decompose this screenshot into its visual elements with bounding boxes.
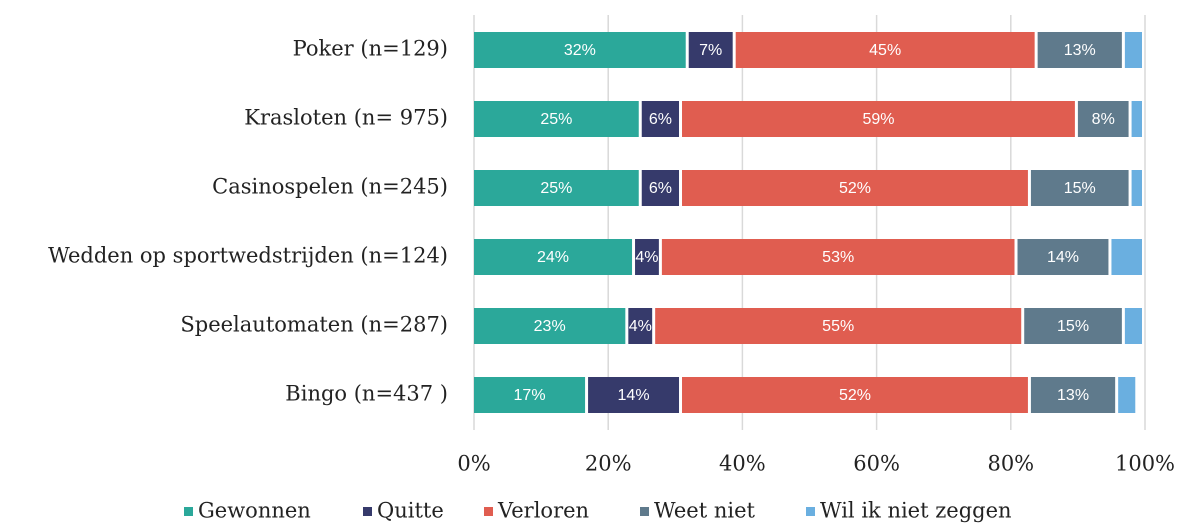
bar-segment bbox=[474, 377, 586, 413]
bar-segment bbox=[1111, 239, 1142, 275]
bar-segment bbox=[1131, 101, 1142, 137]
data-label: 4% bbox=[629, 318, 652, 335]
bar-segment bbox=[1124, 32, 1142, 68]
data-label: 25% bbox=[540, 180, 572, 197]
legend-label: Verloren bbox=[497, 499, 589, 523]
x-tick-label: 0% bbox=[457, 452, 490, 476]
data-label: 6% bbox=[649, 111, 672, 128]
category-label: Wedden op sportwedstrijden (n=124) bbox=[48, 244, 448, 268]
legend-label: Weet niet bbox=[654, 499, 756, 523]
bar-segment bbox=[1037, 32, 1122, 68]
bar-segment bbox=[474, 101, 639, 137]
bar-segment bbox=[1131, 170, 1142, 206]
bar-segment bbox=[628, 308, 653, 344]
category-label: Bingo (n=437 ) bbox=[285, 382, 448, 406]
bar-segment bbox=[688, 32, 733, 68]
bar-segment bbox=[474, 239, 633, 275]
data-label: 23% bbox=[534, 318, 566, 335]
category-label: Poker (n=129) bbox=[293, 37, 448, 61]
data-label: 24% bbox=[537, 249, 569, 266]
legend-marker bbox=[806, 507, 815, 516]
x-tick-label: 100% bbox=[1115, 452, 1175, 476]
bar-segment bbox=[474, 32, 686, 68]
category-label: Speelautomaten (n=287) bbox=[180, 313, 448, 337]
x-tick-label: 40% bbox=[719, 452, 766, 476]
data-label: 14% bbox=[618, 387, 650, 404]
bar-segment bbox=[1118, 377, 1136, 413]
legend-label: Wil ik niet zeggen bbox=[820, 499, 1012, 523]
x-tick-label: 80% bbox=[987, 452, 1034, 476]
bar-segment bbox=[474, 170, 639, 206]
bar-segment bbox=[735, 32, 1035, 68]
bar-segment bbox=[1030, 377, 1116, 413]
data-label: 59% bbox=[862, 111, 894, 128]
data-label: 45% bbox=[869, 42, 901, 59]
data-label: 53% bbox=[822, 249, 854, 266]
legend-label: Quitte bbox=[377, 499, 444, 523]
data-label: 32% bbox=[564, 42, 596, 59]
bar-segment bbox=[1024, 308, 1122, 344]
data-label: 52% bbox=[839, 387, 871, 404]
data-label: 13% bbox=[1064, 42, 1096, 59]
bar-segment bbox=[635, 239, 659, 275]
data-label: 6% bbox=[649, 180, 672, 197]
bar-segment bbox=[661, 239, 1015, 275]
bar-segment bbox=[682, 377, 1028, 413]
bar-segment bbox=[474, 308, 626, 344]
data-label: 8% bbox=[1092, 111, 1115, 128]
data-label: 17% bbox=[514, 387, 546, 404]
bar-segment bbox=[641, 101, 680, 137]
bar-segment bbox=[1017, 239, 1109, 275]
bar-segment bbox=[1030, 170, 1129, 206]
data-label: 15% bbox=[1057, 318, 1089, 335]
data-label: 7% bbox=[699, 42, 722, 59]
data-label: 52% bbox=[839, 180, 871, 197]
data-label: 15% bbox=[1064, 180, 1096, 197]
data-label: 4% bbox=[635, 249, 658, 266]
data-label: 14% bbox=[1047, 249, 1079, 266]
legend-label: Gewonnen bbox=[198, 499, 311, 523]
x-tick-label: 20% bbox=[585, 452, 632, 476]
category-label: Krasloten (n= 975) bbox=[244, 106, 448, 130]
bar-segment bbox=[682, 170, 1028, 206]
bar-segment bbox=[1124, 308, 1142, 344]
bar-segment bbox=[588, 377, 680, 413]
data-label: 25% bbox=[540, 111, 572, 128]
legend-marker bbox=[640, 507, 649, 516]
data-label: 55% bbox=[822, 318, 854, 335]
bar-segment bbox=[641, 170, 680, 206]
x-tick-label: 60% bbox=[853, 452, 900, 476]
legend-marker bbox=[363, 507, 372, 516]
category-label: Casinospelen (n=245) bbox=[212, 175, 448, 199]
bar-segment bbox=[655, 308, 1022, 344]
legend-marker bbox=[484, 507, 493, 516]
bar-segment bbox=[1077, 101, 1129, 137]
bar-segment bbox=[682, 101, 1075, 137]
data-label: 13% bbox=[1057, 387, 1089, 404]
legend-marker bbox=[184, 507, 193, 516]
